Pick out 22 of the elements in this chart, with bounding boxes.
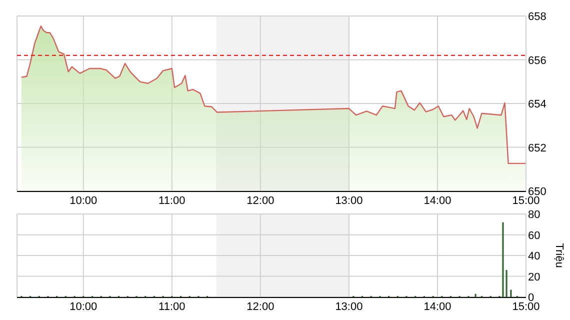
y-axis-title: Triệu xyxy=(553,243,565,268)
y-tick-label: 40 xyxy=(528,250,540,262)
y-tick-label: 654 xyxy=(528,98,546,110)
x-tick-label: 11:00 xyxy=(158,195,186,207)
x-tick-label: 13:00 xyxy=(335,195,363,207)
x-tick-label: 15:00 xyxy=(512,301,540,313)
x-tick-label: 10:00 xyxy=(70,301,98,313)
x-tick-label: 13:00 xyxy=(335,301,363,313)
y-tick-label: 0 xyxy=(528,292,534,304)
y-tick-label: 652 xyxy=(528,142,546,154)
y-tick-label: 80 xyxy=(528,209,540,221)
y-tick-label: 656 xyxy=(528,54,546,67)
x-tick-label: 12:00 xyxy=(246,301,274,313)
x-tick-label: 14:00 xyxy=(424,301,452,313)
x-tick-label: 15:00 xyxy=(512,195,540,207)
x-tick-label: 14:00 xyxy=(424,195,452,207)
y-tick-label: 60 xyxy=(528,230,540,242)
x-tick-label: 12:00 xyxy=(246,195,274,207)
y-tick-label: 658 xyxy=(528,11,546,23)
x-tick-label: 11:00 xyxy=(158,301,186,313)
y-tick-label: 20 xyxy=(528,271,540,284)
x-tick-label: 10:00 xyxy=(70,195,98,207)
